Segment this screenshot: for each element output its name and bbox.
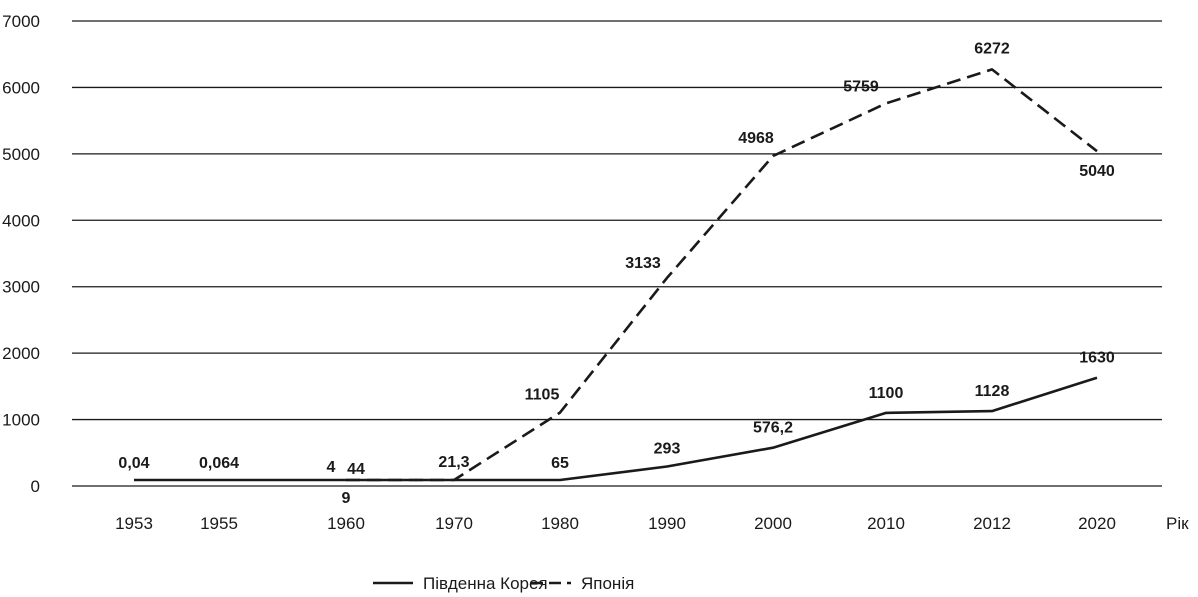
data-label: 3133 xyxy=(625,255,661,272)
data-label: 1128 xyxy=(975,383,1010,400)
data-label: 1630 xyxy=(1079,350,1115,367)
y-tick-label: 2000 xyxy=(2,344,40,363)
x-tick-label: 2012 xyxy=(973,514,1011,533)
x-tick-label: 2000 xyxy=(754,514,792,533)
data-label: 5759 xyxy=(843,78,879,95)
data-label: 5040 xyxy=(1079,163,1115,180)
x-tick-label: 1990 xyxy=(648,514,686,533)
data-label: 576,2 xyxy=(753,420,793,437)
data-label: 1105 xyxy=(525,387,560,404)
data-label: 9 xyxy=(342,490,351,507)
x-tick-label: 1970 xyxy=(435,514,473,533)
data-label: 4968 xyxy=(738,130,774,147)
x-axis-ticks: 1953 1955 1960 1970 1980 1990 2000 2010 2012 2020 xyxy=(115,514,1116,533)
y-tick-label: 7000 xyxy=(2,12,40,31)
x-tick-label: 1980 xyxy=(541,514,579,533)
data-label: 1100 xyxy=(869,385,904,402)
x-tick-label: 2010 xyxy=(867,514,905,533)
legend-label: Південна Корея xyxy=(423,574,548,593)
data-label: 65 xyxy=(551,455,569,472)
y-axis-ticks: 0 1000 2000 3000 4000 5000 6000 7000 xyxy=(2,12,40,496)
data-label: 0,064 xyxy=(199,455,239,472)
series-lines xyxy=(134,68,1098,482)
y-tick-label: 5000 xyxy=(2,145,40,164)
legend-label: Японія xyxy=(581,574,634,593)
y-tick-label: 0 xyxy=(31,477,40,496)
x-tick-label: 1953 xyxy=(115,514,153,533)
y-tick-label: 3000 xyxy=(2,278,40,297)
data-labels: 0,04 0,064 9 65 293 576,2 1100 1128 1630 4 21,3 110… xyxy=(118,40,1114,507)
x-tick-label: 2020 xyxy=(1078,514,1116,533)
y-tick-label: 1000 xyxy=(2,411,40,430)
x-tick-label: 1960 xyxy=(327,514,365,533)
data-label: 0,04 xyxy=(118,455,149,472)
gridlines xyxy=(72,20,1162,487)
series-line xyxy=(134,376,1098,482)
x-axis-label: Рік xyxy=(1166,514,1189,533)
data-label: 21,3 xyxy=(438,454,469,471)
data-label: 293 xyxy=(654,441,681,458)
data-label: 44 xyxy=(347,461,365,478)
series-line xyxy=(346,68,1098,482)
y-tick-label: 4000 xyxy=(2,211,40,230)
data-label: 4 xyxy=(327,459,336,476)
data-label: 6272 xyxy=(974,40,1010,57)
y-tick-label: 6000 xyxy=(2,78,40,97)
legend: Південна Корея Японія xyxy=(373,574,634,593)
x-tick-label: 1955 xyxy=(200,514,238,533)
